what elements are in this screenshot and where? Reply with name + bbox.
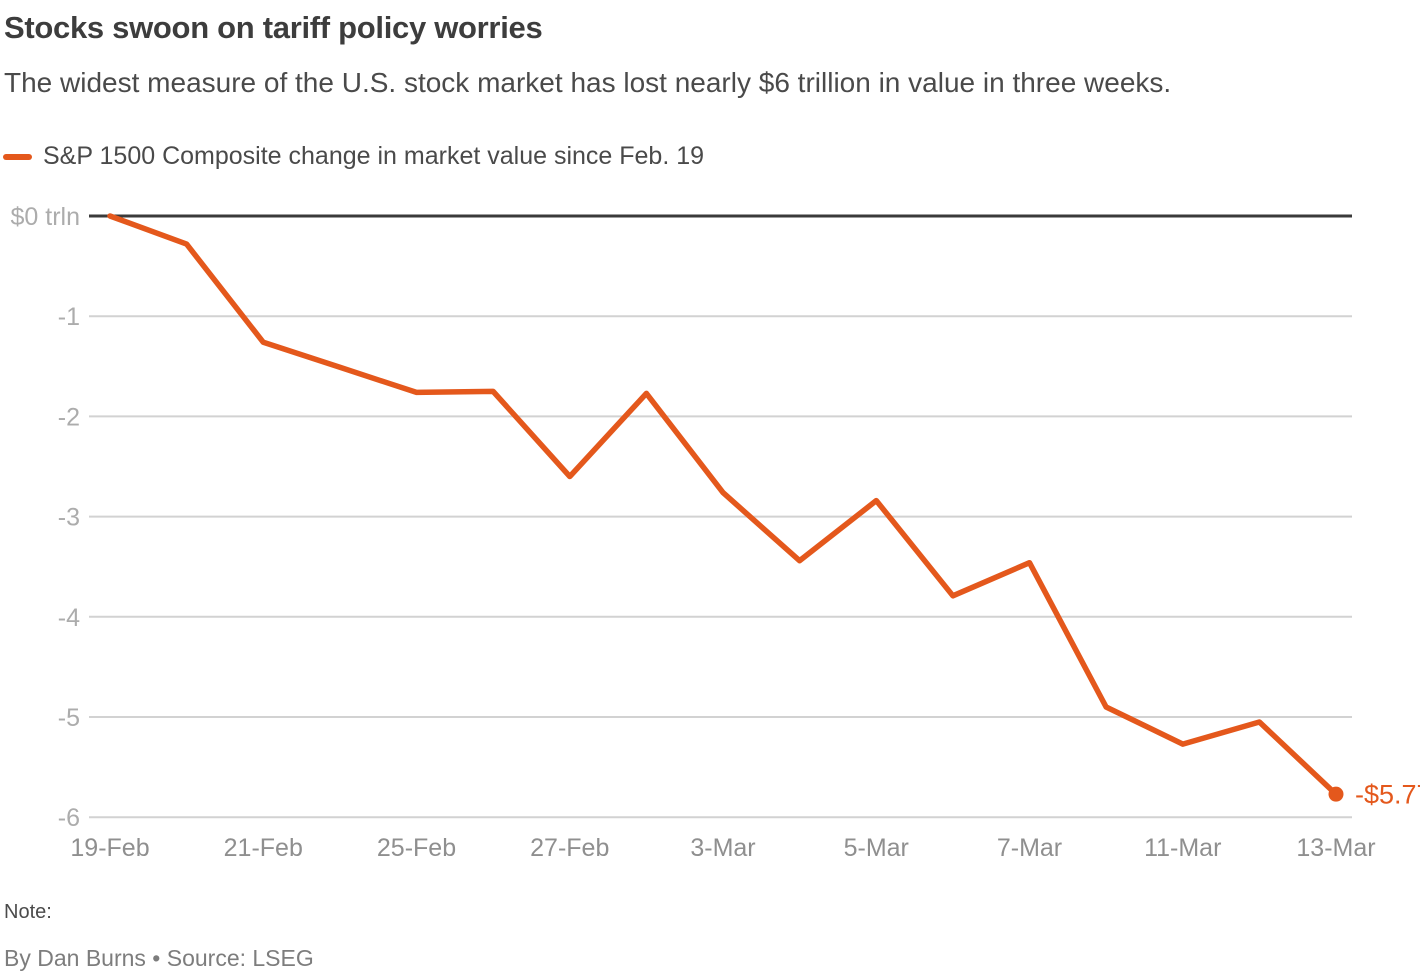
- page-subtitle: The widest measure of the U.S. stock mar…: [4, 67, 1172, 98]
- end-value-label: -$5.77: [1355, 780, 1420, 810]
- note-label: Note:: [4, 901, 52, 923]
- y-tick-label: -4: [58, 604, 80, 632]
- y-tick-label: $0 trln: [11, 203, 80, 231]
- end-point-dot: [1328, 786, 1344, 802]
- y-tick-label: -6: [58, 804, 80, 832]
- x-tick-label: 13-Mar: [1296, 834, 1375, 862]
- x-tick-label: 11-Mar: [1144, 834, 1221, 862]
- legend: S&P 1500 Composite change in market valu…: [3, 142, 704, 171]
- legend-line-swatch: [3, 153, 32, 160]
- y-tick-label: -3: [58, 504, 80, 532]
- x-tick-label: 7-Mar: [997, 834, 1062, 862]
- x-tick-label: 19-Feb: [70, 834, 149, 862]
- x-tick-label: 3-Mar: [690, 834, 755, 862]
- x-tick-label: 25-Feb: [377, 834, 456, 862]
- byline: By Dan Burns • Source: LSEG: [4, 945, 314, 971]
- sp1500-series-line: [107, 213, 1339, 797]
- y-tick-label: -2: [58, 403, 80, 431]
- x-tick-label: 5-Mar: [844, 834, 909, 862]
- y-tick-label: -1: [58, 303, 80, 331]
- x-tick-label: 21-Feb: [224, 834, 303, 862]
- page-title: Stocks swoon on tariff policy worries: [4, 10, 543, 45]
- y-tick-label: -5: [58, 704, 80, 732]
- x-tick-label: 27-Feb: [530, 834, 609, 862]
- legend-label: S&P 1500 Composite change in market valu…: [43, 142, 705, 170]
